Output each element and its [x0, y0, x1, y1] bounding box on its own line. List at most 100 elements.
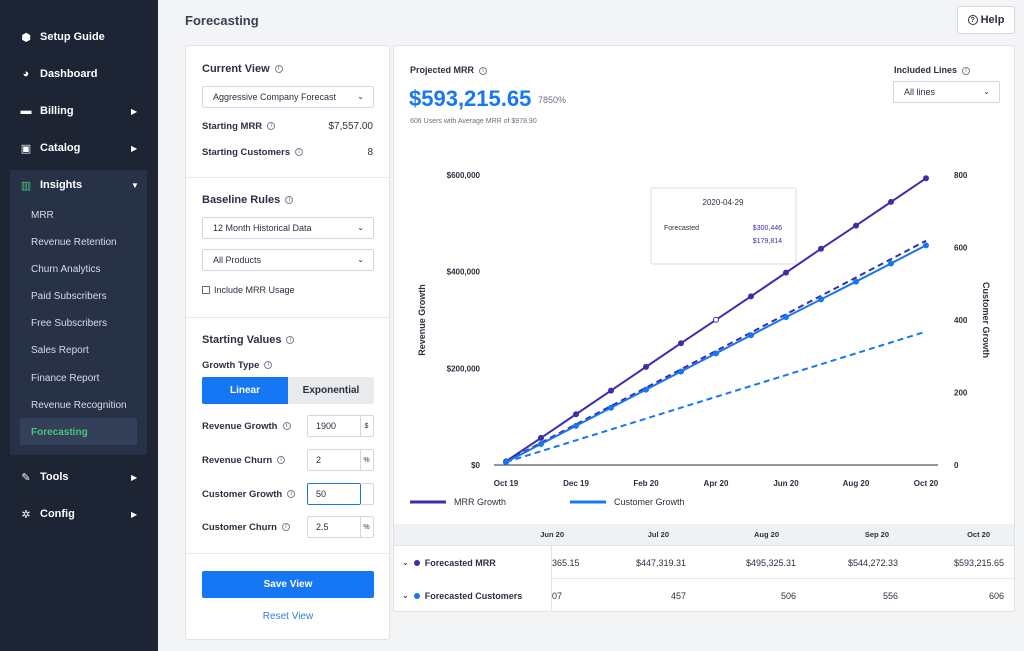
info-icon[interactable]: i — [286, 336, 295, 345]
page-title: Forecasting — [185, 13, 259, 28]
sidebar-item-churn-analytics[interactable]: Churn Analytics — [31, 263, 101, 275]
active-item-highlight — [20, 418, 137, 445]
current-view-select[interactable]: Aggressive Company Forecast ⌄ — [202, 86, 374, 108]
sidebar-item-revenue-recognition[interactable]: Revenue Recognition — [31, 399, 127, 411]
x-tick-label: Apr 20 — [704, 479, 729, 488]
data-point — [923, 175, 929, 182]
unit-addon: % — [360, 449, 374, 471]
data-point — [538, 434, 544, 441]
x-tick-label: Oct 20 — [914, 479, 939, 488]
y-tick-label: $400,000 — [447, 268, 481, 277]
info-icon[interactable]: i — [264, 361, 273, 370]
exponential-button[interactable]: Exponential — [288, 377, 374, 404]
legend-label: MRR Growth — [454, 497, 506, 507]
save-view-button[interactable]: Save View — [202, 571, 374, 598]
sidebar-item-mrr[interactable]: MRR — [31, 209, 54, 221]
series-dot — [413, 559, 420, 566]
nav-label: Config — [40, 508, 75, 520]
info-icon[interactable]: i — [282, 422, 291, 431]
history-select[interactable]: 12 Month Historical Data ⌄ — [202, 217, 374, 239]
starting-customers-value: 8 — [367, 147, 373, 158]
customer-churn-input[interactable]: 2.5 — [307, 516, 361, 538]
info-icon[interactable]: i — [277, 456, 286, 465]
tooltip-label: Forecasted — [664, 225, 699, 232]
revenue-growth-input[interactable]: 1900 — [307, 415, 361, 437]
col-sep: Sep 20 — [864, 530, 889, 539]
divider — [186, 177, 389, 178]
forecast-table: Jun 20 Jul 20 Aug 20 Sep 20 Oct 20 365.1… — [394, 524, 1014, 611]
y2-tick-label: 0 — [954, 461, 959, 470]
customer-churn-label: Customer Churn i — [202, 522, 290, 533]
nav-dashboard[interactable]: ◕ Dashboard — [0, 62, 158, 86]
history-value: 12 Month Historical Data — [213, 223, 312, 233]
checkbox-box[interactable] — [202, 286, 210, 294]
products-select[interactable]: All Products ⌄ — [202, 249, 374, 271]
data-point — [573, 422, 579, 429]
revenue-churn-input[interactable]: 2 — [307, 449, 361, 471]
chevron-down-icon: ⌄ — [357, 92, 364, 101]
reset-view-link[interactable]: Reset View — [262, 611, 314, 622]
info-icon[interactable]: i — [287, 490, 296, 499]
nav-setup-guide[interactable]: ⬢ Setup Guide — [0, 25, 158, 49]
x-tick-label: Dec 19 — [563, 479, 589, 488]
table-cell: 506 — [780, 591, 796, 601]
nav-catalog[interactable]: ▣ Catalog ▶ — [0, 136, 158, 160]
sidebar-item-finance-report[interactable]: Finance Report — [31, 372, 100, 384]
sidebar-item-free-subscribers[interactable]: Free Subscribers — [31, 317, 108, 329]
table-cell: $544,272.33 — [847, 558, 898, 568]
forecasted-customers-row-toggle[interactable]: ⌄ Forecasted Customers — [394, 579, 552, 611]
table-cell: 365.15 — [552, 558, 580, 568]
included-lines-select[interactable]: All lines ⌄ — [893, 81, 1000, 103]
data-point — [888, 260, 894, 267]
col-jul: Jul 20 — [647, 530, 669, 539]
forecasted-mrr-row-toggle[interactable]: ⌄ Forecasted MRR — [394, 546, 552, 579]
nav-tools[interactable]: ✎ Tools ▶ — [0, 465, 158, 489]
help-button[interactable]: ? Help — [957, 6, 1015, 34]
sidebar-item-paid-subscribers[interactable]: Paid Subscribers — [31, 290, 107, 302]
insights-icon: ▥ — [20, 179, 32, 192]
nav-billing[interactable]: ▬ Billing ▶ — [0, 99, 158, 123]
table-cell: $447,319.31 — [635, 558, 686, 568]
sidebar: ⬢ Setup Guide ◕ Dashboard ▬ Billing ▶ ▣ … — [0, 0, 158, 651]
sidebar-item-revenue-retention[interactable]: Revenue Retention — [31, 236, 117, 248]
x-tick-label: Aug 20 — [843, 479, 870, 488]
info-icon[interactable]: i — [267, 122, 276, 131]
caret-down-icon: ▼ — [131, 180, 139, 190]
info-icon[interactable]: i — [281, 523, 290, 532]
nav-config[interactable]: ✲ Config ▶ — [0, 502, 158, 526]
x-tick-label: Feb 20 — [633, 479, 659, 488]
info-icon[interactable]: i — [285, 196, 294, 205]
info-icon[interactable]: i — [295, 148, 304, 157]
include-mrr-usage-checkbox[interactable]: Include MRR Usage — [202, 285, 295, 295]
projected-summary: 606 Users with Average MRR of $978.90 — [410, 118, 537, 125]
starting-customers-label: Starting Customers i — [202, 147, 304, 158]
forecast-chart[interactable]: $0 $200,000 $400,000 $600,000 0 200 400 600 800 O… — [394, 46, 1015, 524]
data-point — [643, 363, 649, 370]
config-icon: ✲ — [21, 508, 31, 521]
starting-mrr-label: Starting MRR i — [202, 121, 276, 132]
col-jun: Jun 20 — [540, 530, 564, 539]
y2-tick-label: 200 — [954, 389, 968, 398]
data-point — [818, 245, 824, 252]
nav-insights[interactable]: ▥ Insights ▼ — [0, 173, 158, 197]
y2-tick-label: 800 — [954, 171, 968, 180]
tools-icon: ✎ — [21, 471, 31, 484]
info-icon[interactable]: i — [479, 66, 488, 75]
included-lines-value: All lines — [904, 87, 936, 97]
data-point — [643, 386, 649, 393]
info-icon[interactable]: i — [274, 65, 283, 74]
row-label: Forecasted Customers — [424, 590, 523, 601]
projected-mrr-label: Projected MRR i — [410, 65, 488, 75]
table-cell: $495,325.31 — [745, 558, 796, 568]
info-icon[interactable]: i — [962, 66, 971, 75]
divider — [186, 317, 389, 318]
table-row: 07 457 506 556 606 ⌄ Forecasted Customer… — [394, 579, 1014, 611]
sidebar-item-forecasting[interactable]: Forecasting — [31, 426, 88, 438]
linear-button[interactable]: Linear — [202, 377, 288, 404]
growth-type-toggle: Linear Exponential — [202, 377, 374, 404]
sidebar-item-sales-report[interactable]: Sales Report — [31, 344, 89, 356]
table-cell: 457 — [670, 591, 686, 601]
data-point — [573, 411, 579, 418]
tooltip-date: 2020-04-29 — [703, 198, 744, 207]
customer-growth-input[interactable]: 50 — [307, 483, 361, 505]
